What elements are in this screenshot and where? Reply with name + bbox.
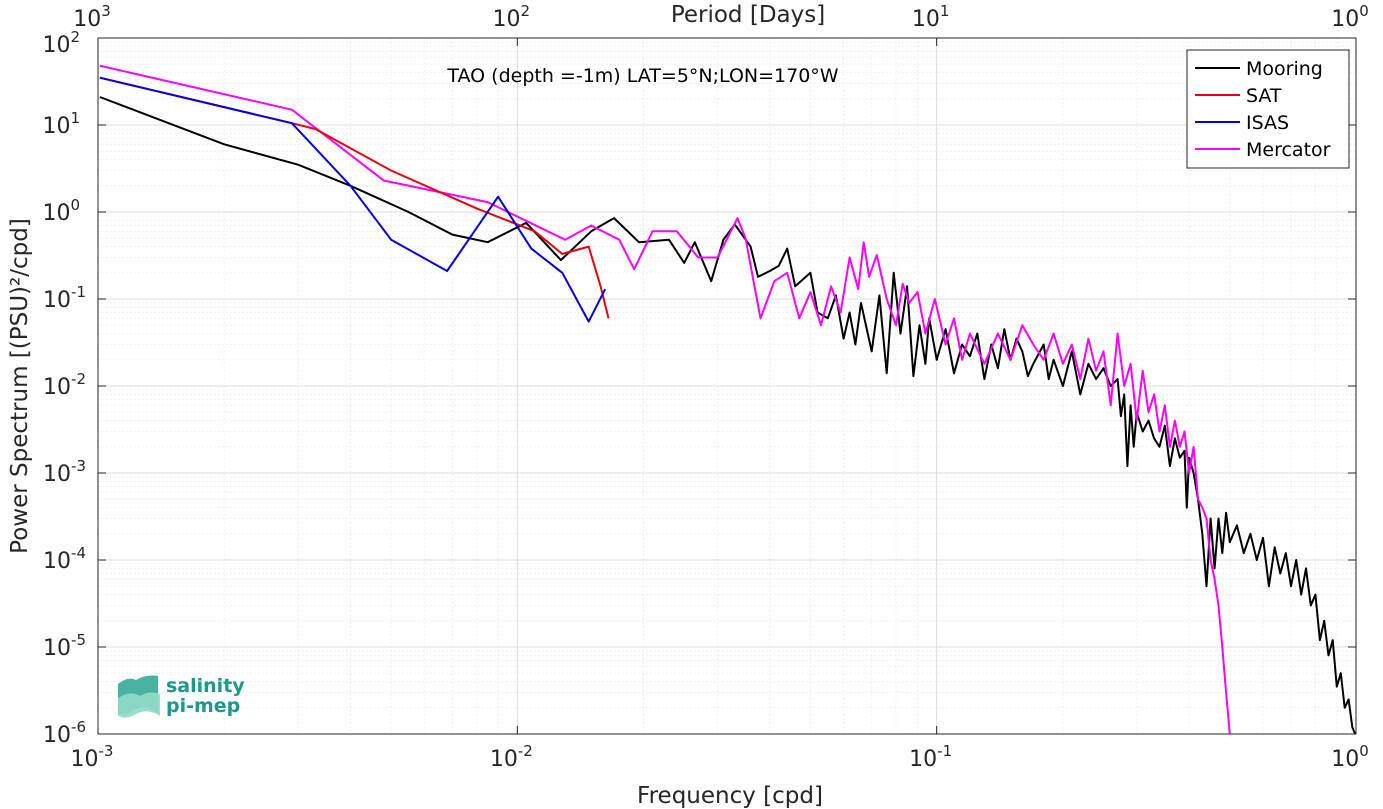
legend-label-sat: SAT — [1246, 85, 1282, 107]
series-layer — [99, 64, 1357, 735]
salinity-pimep-logo: salinity pi-mep — [118, 675, 245, 718]
y-tick-label: 10-5 — [43, 631, 86, 661]
x-tick-label: 100 — [1331, 742, 1369, 772]
y-tick-label: 10-2 — [43, 370, 86, 400]
legend-label-mercator: Mercator — [1246, 139, 1331, 161]
chart-title: TAO (depth =-1m) LAT=5°N;LON=170°W — [446, 65, 838, 87]
legend: Mooring SAT ISAS Mercator — [1186, 49, 1350, 169]
x-axis-label: Frequency [cpd] — [637, 783, 823, 809]
series-line-sat — [99, 76, 610, 319]
y-tick-label: 100 — [42, 196, 80, 226]
y-tick-label: 10-6 — [43, 718, 86, 748]
logo-wave-icon-light — [118, 692, 160, 718]
legend-label-isas: ISAS — [1246, 112, 1289, 134]
x-tick-label: 10-1 — [909, 742, 952, 772]
top-tick-label: 103 — [73, 2, 111, 32]
y-tick-label: 101 — [42, 109, 80, 139]
top-tick-label: 102 — [493, 2, 531, 32]
top-tick-label: 100 — [1331, 2, 1369, 32]
y-tick-label: 10-3 — [43, 457, 86, 487]
logo-text-pimep: pi-mep — [166, 695, 240, 717]
series-line-mercator — [99, 64, 1231, 735]
top-axis-label: Period [Days] — [671, 2, 825, 28]
grid — [97, 38, 1356, 735]
y-tick-label: 10-1 — [43, 283, 86, 313]
logo-text-salinity: salinity — [166, 675, 245, 697]
x-tick-label: 10-2 — [490, 742, 533, 772]
top-tick-label: 101 — [912, 2, 950, 32]
y-axis-label: Power Spectrum [(PSU)²/cpd] — [7, 218, 33, 554]
series-line-isas — [99, 76, 607, 323]
legend-label-mooring: Mooring — [1246, 58, 1323, 80]
y-tick-label: 102 — [42, 28, 80, 58]
x-tick-label: 10-3 — [71, 742, 114, 772]
y-tick-label: 10-4 — [43, 544, 86, 574]
series-line-mooring — [99, 96, 1357, 735]
